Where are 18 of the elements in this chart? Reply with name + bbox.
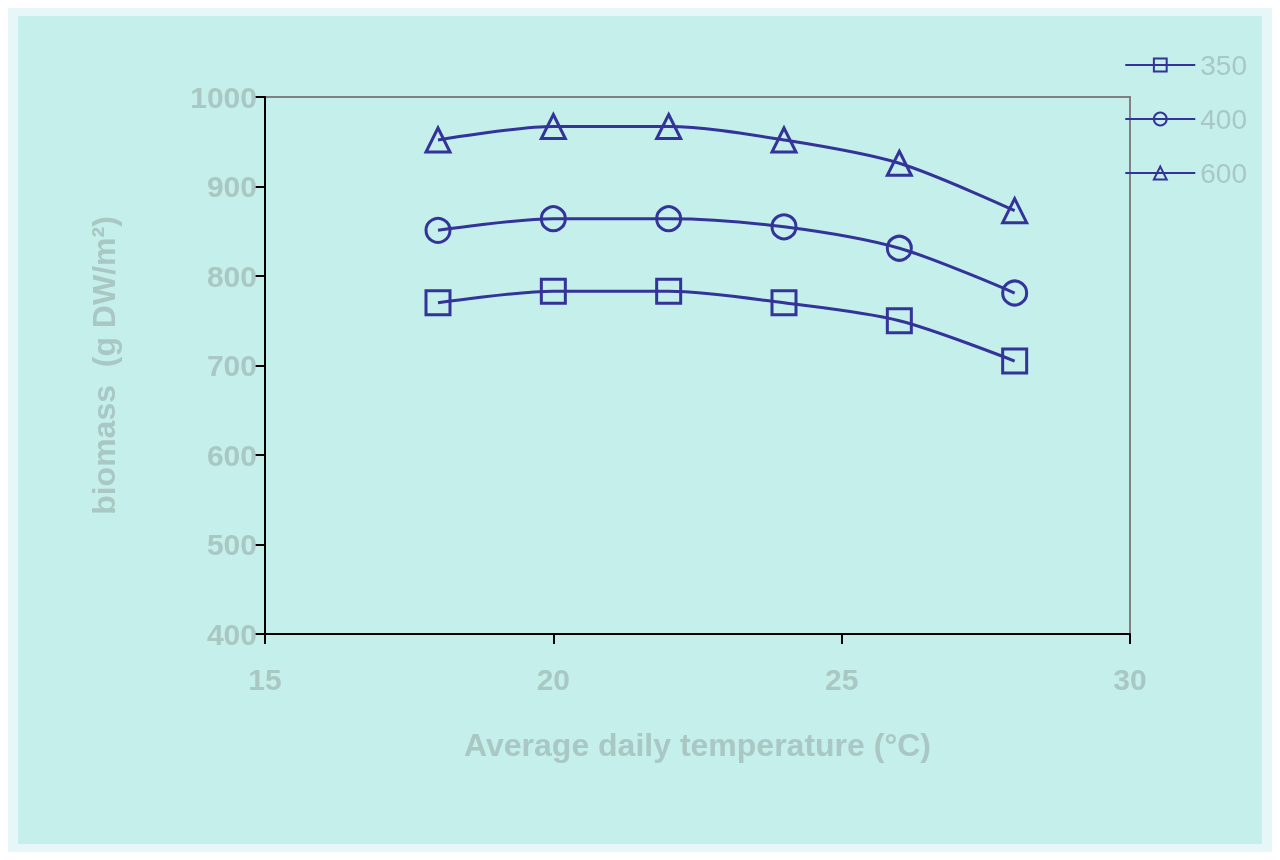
point: [1001, 279, 1029, 307]
point: [655, 113, 683, 141]
point: [424, 216, 452, 244]
point: [655, 277, 683, 305]
point: [885, 234, 913, 262]
point: [424, 126, 452, 154]
point: [1001, 197, 1029, 225]
point: [1001, 347, 1029, 375]
point: [885, 149, 913, 177]
point: [655, 205, 683, 233]
point: [770, 126, 798, 154]
point: [770, 289, 798, 317]
point: [539, 205, 567, 233]
point: [885, 307, 913, 335]
point: [770, 213, 798, 241]
point: [539, 113, 567, 141]
point: [539, 277, 567, 305]
point: [424, 289, 452, 317]
